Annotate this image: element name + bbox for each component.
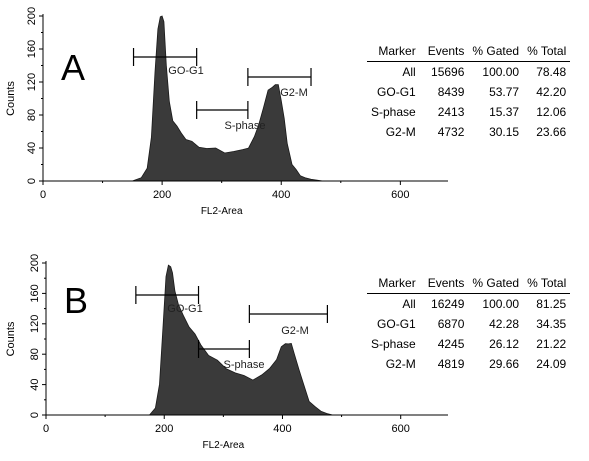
table-cell: G2-M <box>385 357 416 371</box>
marker-g2-m-label: G2-M <box>280 87 308 99</box>
column-header: Marker <box>367 274 424 294</box>
table-cell: G2-M <box>385 125 416 139</box>
column-header: Events <box>423 42 469 62</box>
table-cell: 16249 <box>431 297 465 311</box>
table-cell: GO-G1 <box>377 85 416 99</box>
marker-s-phase-label: S-phase <box>225 120 266 132</box>
table-cell: GO-G1 <box>377 317 416 331</box>
y-tick-label: 120 <box>29 315 41 333</box>
x-tick-label: 0 <box>40 189 46 201</box>
y-tick-label: 200 <box>26 7 38 25</box>
table-cell: 8439 <box>437 85 465 99</box>
y-tick-label: 200 <box>29 254 41 272</box>
y-tick-label: 0 <box>26 178 38 184</box>
marker-stats-table: Marker Events % Gated % Total All 15696 … <box>367 42 571 142</box>
x-tick-label: 600 <box>391 189 409 201</box>
table-cell: S-phase <box>371 337 416 351</box>
marker-g2-m-label: G2-M <box>281 325 309 337</box>
histogram-panel-b: 0 40 80 120 160 200 0 200 400 600 FL2-Area Counts GO… <box>0 231 589 461</box>
marker-go-g1-label: GO-G1 <box>167 303 202 315</box>
y-axis-label: Counts <box>5 81 17 116</box>
marker-stats-table: Marker Events % Gated % Total All 16249 … <box>367 274 571 374</box>
table-row: G2-M 4732 30.15 23.66 <box>367 122 570 142</box>
column-header: % Gated <box>468 42 524 62</box>
table-row: GO-G1 8439 53.77 42.20 <box>367 82 570 102</box>
x-axis-label: FL2-Area <box>201 206 243 217</box>
table-cell: All <box>402 65 416 79</box>
y-tick-label: 120 <box>26 73 38 91</box>
table-cell: All <box>402 297 416 311</box>
table-cell: S-phase <box>371 105 416 119</box>
marker-go-g1-label: GO-G1 <box>168 65 203 77</box>
marker-s-phase-label: S-phase <box>224 359 265 371</box>
table-row: S-phase 4245 26.12 21.22 <box>367 334 570 354</box>
y-tick-label: 80 <box>29 348 41 360</box>
table-cell: 4245 <box>437 337 465 351</box>
table-header-row: Marker Events % Gated % Total <box>367 274 571 294</box>
table-row: All 16249 100.00 81.25 <box>367 294 570 315</box>
column-header: % Total <box>523 42 571 62</box>
table-cell: 26.12 <box>489 337 520 351</box>
table-cell: 29.66 <box>489 357 520 371</box>
table-cell: 30.15 <box>489 125 520 139</box>
x-tick-label: 600 <box>392 423 410 435</box>
column-header: % Gated <box>468 274 524 294</box>
panel-label: A <box>61 47 86 88</box>
table-cell: 78.48 <box>536 65 567 79</box>
column-header: Marker <box>367 42 424 62</box>
table-cell: 15.37 <box>489 105 520 119</box>
y-tick-label: 40 <box>26 142 38 154</box>
panel-label: B <box>64 280 89 321</box>
table-cell: 21.22 <box>536 337 567 351</box>
x-tick-label: 400 <box>273 423 291 435</box>
table-row: All 15696 100.00 78.48 <box>367 62 570 83</box>
histogram-plot: 0 40 80 120 160 200 0 200 400 600 FL2-Area Counts GO… <box>5 7 448 217</box>
table-row: G2-M 4819 29.66 24.09 <box>367 354 570 374</box>
table-cell: 81.25 <box>536 297 567 311</box>
y-tick-label: 160 <box>26 40 38 58</box>
y-axis-label: Counts <box>5 321 17 356</box>
table-cell: 24.09 <box>536 357 567 371</box>
table-cell: 42.28 <box>489 317 520 331</box>
table-cell: 23.66 <box>536 125 567 139</box>
y-tick-label: 40 <box>29 378 41 390</box>
table-cell: 12.06 <box>536 105 567 119</box>
y-tick-label: 0 <box>29 412 41 418</box>
histogram-panel-a: 0 40 80 120 160 200 0 200 400 600 FL2-Area Counts GO… <box>0 0 589 230</box>
histogram-plot: 0 40 80 120 160 200 0 200 400 600 FL2-Area Counts GO… <box>5 254 448 451</box>
x-tick-label: 400 <box>272 189 290 201</box>
y-tick-label: 160 <box>29 284 41 302</box>
table-header-row: Marker Events % Gated % Total <box>367 42 571 62</box>
table-row: GO-G1 6870 42.28 34.35 <box>367 314 570 334</box>
table-cell: 53.77 <box>489 85 520 99</box>
table-cell: 100.00 <box>482 297 520 311</box>
x-tick-label: 200 <box>153 189 171 201</box>
column-header: % Total <box>523 274 571 294</box>
table-cell: 6870 <box>437 317 465 331</box>
table-cell: 2413 <box>437 105 465 119</box>
column-header: Events <box>423 274 469 294</box>
x-tick-label: 200 <box>155 423 173 435</box>
table-cell: 100.00 <box>482 65 520 79</box>
histogram-area <box>46 264 448 416</box>
table-cell: 15696 <box>431 65 465 79</box>
table-cell: 4732 <box>437 125 465 139</box>
table-row: S-phase 2413 15.37 12.06 <box>367 102 570 122</box>
table-cell: 42.20 <box>536 85 567 99</box>
table-cell: 4819 <box>437 357 465 371</box>
x-axis-label: FL2-Area <box>203 440 245 451</box>
y-tick-label: 80 <box>26 109 38 121</box>
histogram-area <box>43 15 448 182</box>
table-cell: 34.35 <box>536 317 567 331</box>
x-tick-label: 0 <box>43 423 49 435</box>
